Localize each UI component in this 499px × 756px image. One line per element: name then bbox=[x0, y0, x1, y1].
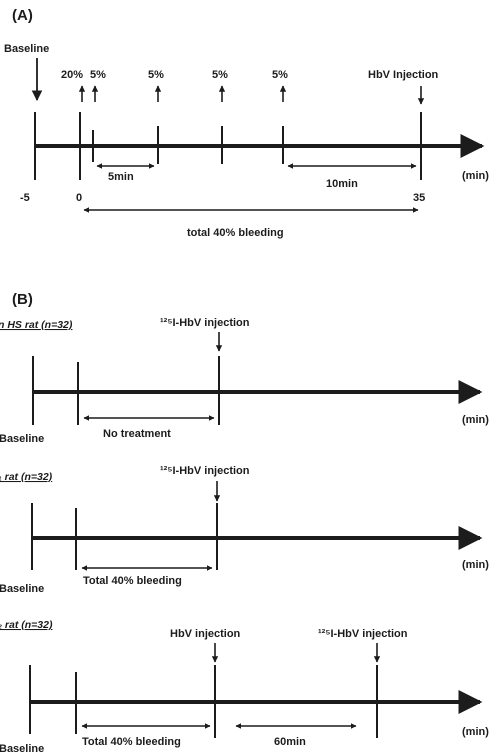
panel-b-row-2: ₁ rat (n=32) ¹²⁵I-HbV injection Total 40… bbox=[0, 465, 489, 595]
injection-label-2: ¹²⁵I-HbV injection bbox=[160, 465, 250, 477]
injection-label-1: ¹²⁵I-HbV injection bbox=[160, 317, 250, 329]
tick-label-0: 0 bbox=[76, 192, 82, 204]
panel-a: (A) Baseline 20% 5% 5% 5% 5% HbV Injecti… bbox=[4, 7, 489, 239]
group-label-1: n HS rat (n=32) bbox=[0, 319, 73, 331]
group-label-2: ₁ rat (n=32) bbox=[0, 471, 53, 483]
unit-label-a: (min) bbox=[462, 170, 489, 182]
panel-b-row-3: ₂ rat (n=32) HbV injection ¹²⁵I-HbV inje… bbox=[0, 619, 489, 755]
unit-label-b2: (min) bbox=[462, 559, 489, 571]
bleed-label-5b: 5% bbox=[148, 69, 164, 81]
panel-b: (B) n HS rat (n=32) ¹²⁵I-HbV injection N… bbox=[0, 291, 489, 755]
interval-10min-label: 10min bbox=[326, 178, 358, 190]
baseline-label-1: Baseline bbox=[0, 433, 44, 445]
bleed-label-5c: 5% bbox=[212, 69, 228, 81]
span-label-3b: 60min bbox=[274, 736, 306, 748]
tick-label-minus5: -5 bbox=[20, 192, 30, 204]
injection-label-3b: ¹²⁵I-HbV injection bbox=[318, 628, 408, 640]
panel-a-label: (A) bbox=[12, 7, 33, 24]
panel-b-row-1: n HS rat (n=32) ¹²⁵I-HbV injection No tr… bbox=[0, 317, 489, 445]
bleed-label-5d: 5% bbox=[272, 69, 288, 81]
bleed-label-20: 20% bbox=[61, 69, 83, 81]
bleed-label-5a: 5% bbox=[90, 69, 106, 81]
baseline-label-3: Baseline bbox=[0, 743, 44, 755]
unit-label-b1: (min) bbox=[462, 414, 489, 426]
baseline-label-2: Baseline bbox=[0, 583, 44, 595]
span-label-1: No treatment bbox=[103, 428, 171, 440]
injection-label-3a: HbV injection bbox=[170, 628, 241, 640]
total-bleeding-label: total 40% bleeding bbox=[187, 227, 284, 239]
tick-label-35: 35 bbox=[413, 192, 425, 204]
group-label-3: ₂ rat (n=32) bbox=[0, 619, 53, 631]
span-label-2: Total 40% bleeding bbox=[83, 575, 182, 587]
unit-label-b3: (min) bbox=[462, 726, 489, 738]
panel-b-label: (B) bbox=[12, 291, 33, 308]
interval-5min-label: 5min bbox=[108, 171, 134, 183]
baseline-label: Baseline bbox=[4, 43, 49, 55]
hbv-injection-label: HbV Injection bbox=[368, 69, 439, 81]
span-label-3: Total 40% bleeding bbox=[82, 736, 181, 748]
